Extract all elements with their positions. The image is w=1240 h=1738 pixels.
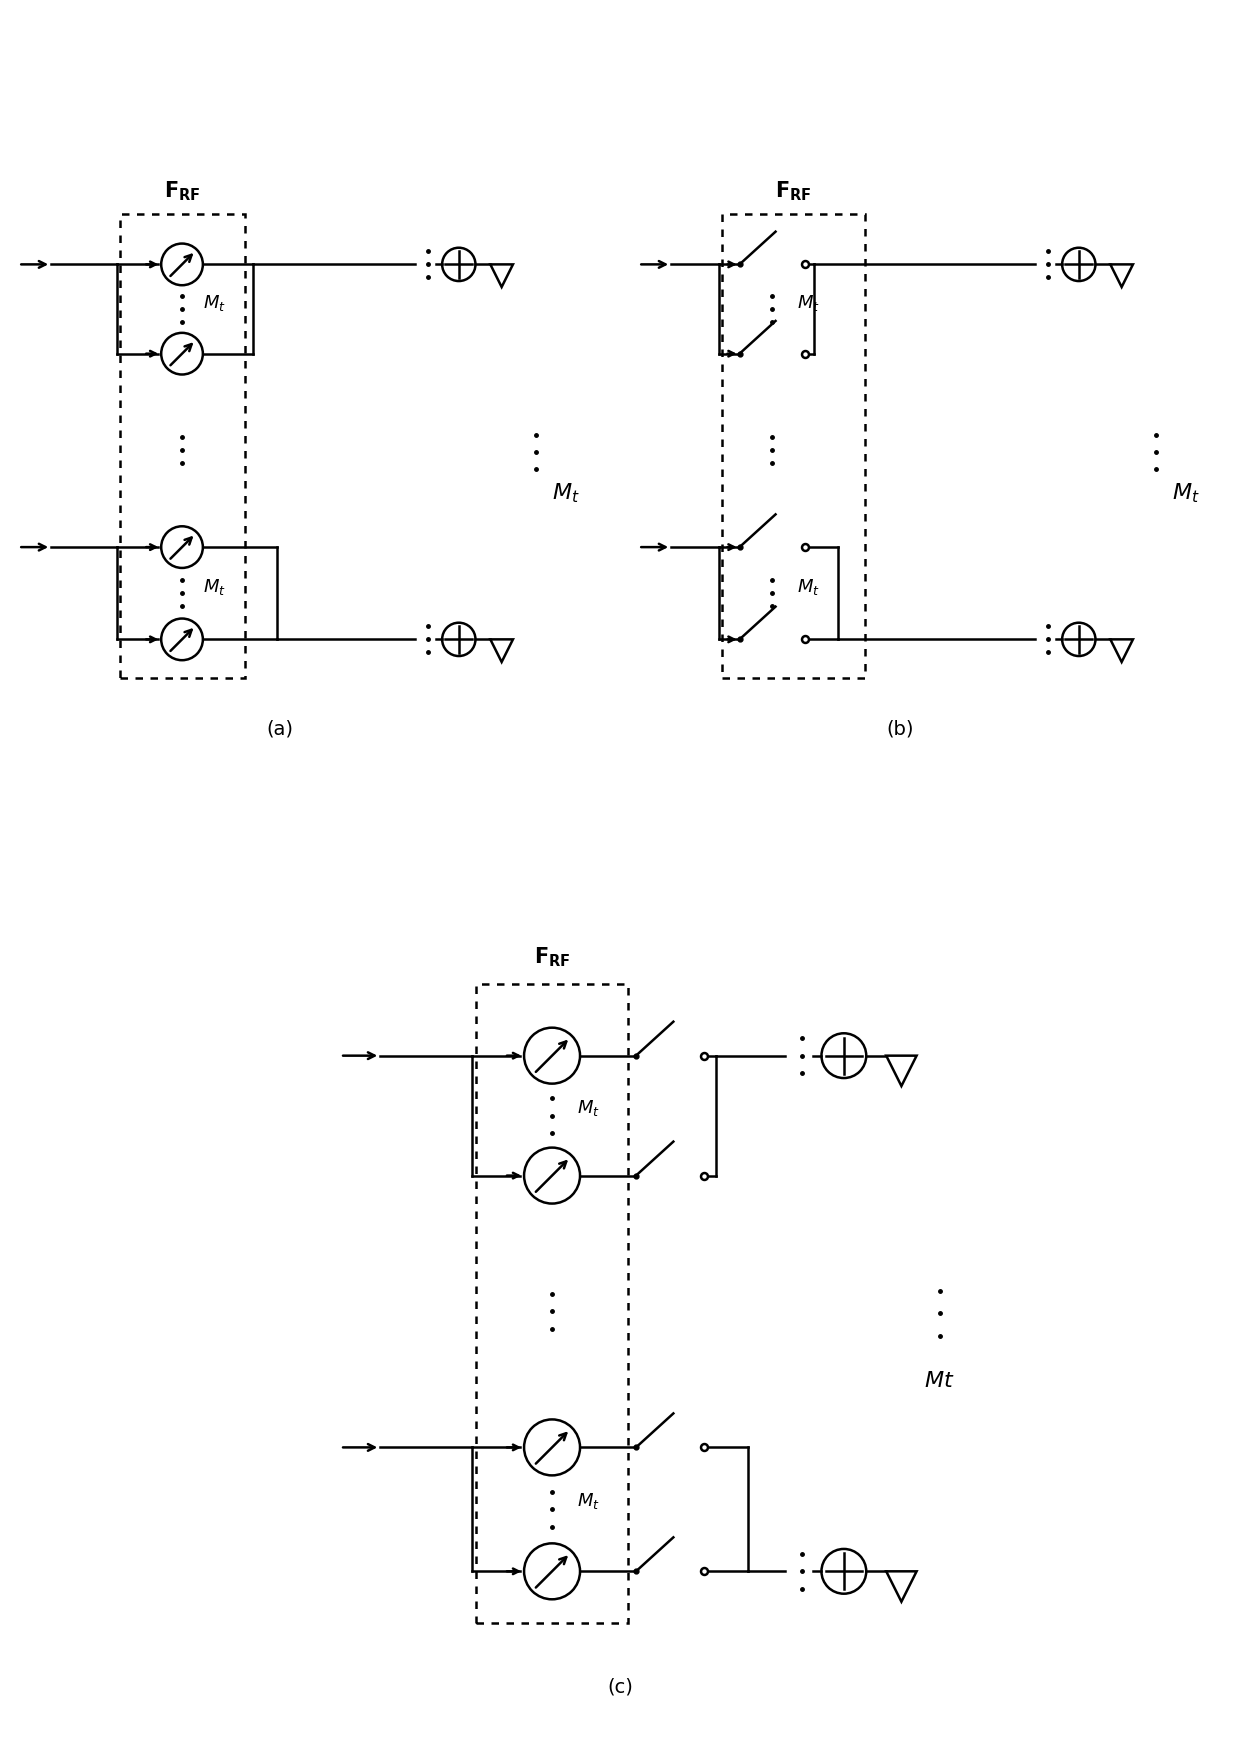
Bar <box>119 214 244 678</box>
Text: (a): (a) <box>267 720 294 739</box>
Text: $M_t$: $M_t$ <box>796 577 820 598</box>
Text: $M_t$: $M_t$ <box>203 577 226 598</box>
Text: $M_t$: $M_t$ <box>203 294 226 313</box>
Text: $M_t$: $M_t$ <box>577 1098 599 1118</box>
Text: $\mathbf{F}_{\mathbf{RF}}$: $\mathbf{F}_{\mathbf{RF}}$ <box>775 179 811 203</box>
Text: $\mathit{M}_t$: $\mathit{M}_t$ <box>552 481 580 506</box>
Text: $\mathbf{F}_{\mathbf{RF}}$: $\mathbf{F}_{\mathbf{RF}}$ <box>533 945 570 970</box>
Text: $\mathit{M}t$: $\mathit{M}t$ <box>925 1371 955 1392</box>
Text: (c): (c) <box>608 1677 632 1696</box>
Text: $\mathbf{F}_{\mathbf{RF}}$: $\mathbf{F}_{\mathbf{RF}}$ <box>164 179 201 203</box>
Text: $\mathit{M}_t$: $\mathit{M}_t$ <box>1172 481 1200 506</box>
Text: (b): (b) <box>887 720 914 739</box>
Bar <box>722 214 864 678</box>
Text: $M_t$: $M_t$ <box>577 1491 599 1512</box>
Bar <box>476 984 627 1623</box>
Text: $M_t$: $M_t$ <box>796 294 820 313</box>
